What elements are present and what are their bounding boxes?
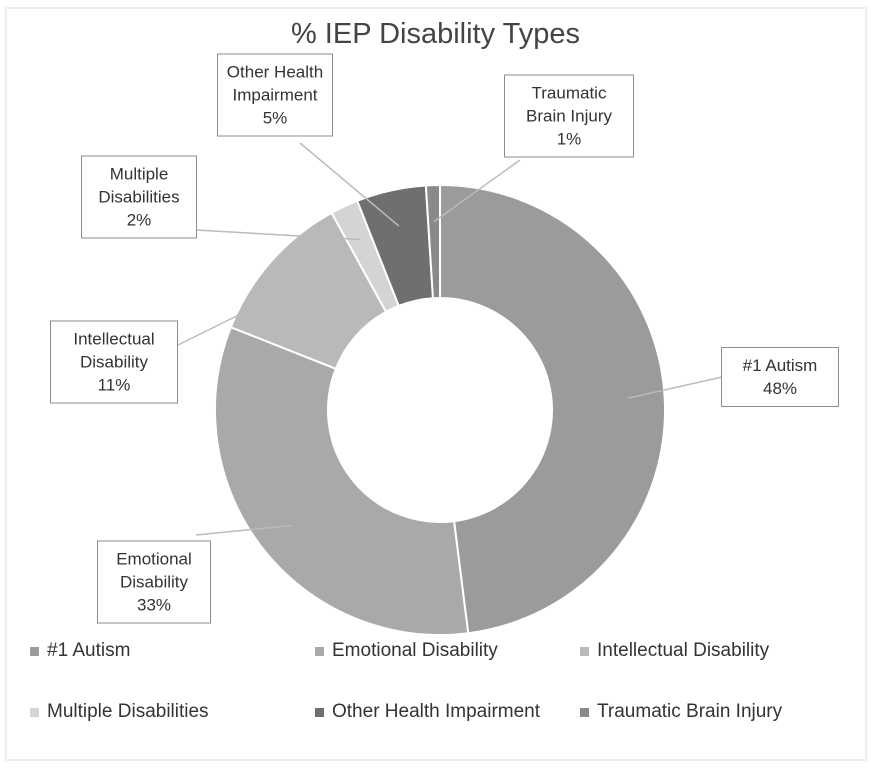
legend-swatch bbox=[30, 646, 39, 656]
donut-slice bbox=[214, 325, 470, 636]
data-label-name: Multiple Disabilities bbox=[98, 164, 180, 207]
leader-line bbox=[433, 159, 521, 223]
leader-line bbox=[195, 524, 292, 536]
leader-line bbox=[177, 284, 299, 346]
data-label-name: Intellectual Disability bbox=[73, 329, 155, 372]
data-label-value: 2% bbox=[126, 210, 152, 230]
leader-line bbox=[627, 376, 723, 399]
legend-swatch bbox=[580, 646, 589, 656]
legend-item: Traumatic Brain Injury bbox=[580, 701, 782, 723]
data-label-value: 48% bbox=[762, 379, 798, 398]
legend-item: Multiple Disabilities bbox=[30, 701, 209, 723]
data-label-name: #1 Autism bbox=[742, 356, 818, 375]
legend-swatch bbox=[315, 646, 324, 656]
legend-item: Intellectual Disability bbox=[580, 640, 769, 662]
legend-label: Other Health Impairment bbox=[332, 701, 541, 722]
data-label-value: 11% bbox=[97, 375, 131, 395]
legend-label: Intellectual Disability bbox=[597, 640, 770, 661]
leader-line bbox=[195, 229, 360, 241]
legend-item: Emotional Disability bbox=[315, 640, 498, 662]
legend-swatch bbox=[580, 707, 589, 717]
data-label-value: 33% bbox=[136, 595, 172, 615]
data-label: Emotional Disability 33% bbox=[97, 540, 211, 624]
legend-label: Traumatic Brain Injury bbox=[597, 701, 783, 722]
data-label: Other Health Impairment 5% bbox=[217, 53, 333, 137]
donut-slice bbox=[439, 183, 666, 635]
legend-label: Emotional Disability bbox=[332, 640, 498, 661]
data-label-value: 5% bbox=[262, 108, 288, 128]
data-label-name: Traumatic Brain Injury bbox=[526, 83, 612, 126]
legend-swatch bbox=[315, 707, 324, 717]
leader-line bbox=[299, 142, 400, 227]
legend-item: #1 Autism bbox=[30, 640, 130, 662]
data-label-name: Other Health Impairment bbox=[226, 62, 324, 105]
data-label-value: 1% bbox=[556, 129, 582, 149]
chart-title: % IEP Disability Types bbox=[290, 18, 581, 50]
data-label: #1 Autism 48% bbox=[721, 347, 839, 407]
legend-label: Multiple Disabilities bbox=[47, 701, 209, 722]
legend-label: #1 Autism bbox=[47, 640, 131, 661]
data-label: Intellectual Disability 11% bbox=[50, 320, 178, 404]
data-label-name: Emotional Disability bbox=[116, 549, 192, 592]
data-label: Traumatic Brain Injury 1% bbox=[504, 74, 634, 158]
legend-item: Other Health Impairment bbox=[315, 701, 540, 723]
donut-slice bbox=[424, 183, 441, 300]
data-label: Multiple Disabilities 2% bbox=[81, 155, 197, 239]
legend-swatch bbox=[30, 707, 39, 717]
chart-border bbox=[5, 7, 867, 761]
